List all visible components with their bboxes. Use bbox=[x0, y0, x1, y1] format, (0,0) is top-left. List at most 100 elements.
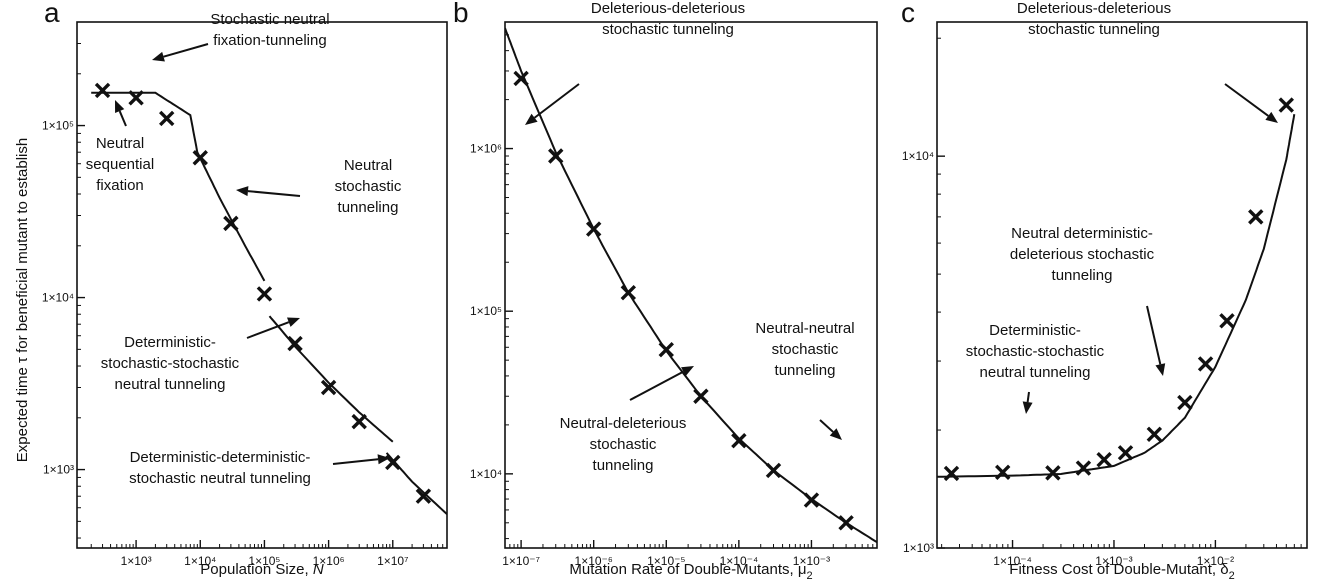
data-point-marker bbox=[513, 70, 529, 87]
data-point-marker bbox=[1117, 445, 1134, 461]
annotation-arrowhead bbox=[1265, 111, 1278, 123]
x-tick-label: 1×10⁻³ bbox=[1095, 554, 1132, 568]
data-point-marker bbox=[585, 221, 602, 237]
annotation-label: Deleterious-deleterious stochastic tunnel… bbox=[591, 0, 745, 38]
annotation-arrow bbox=[533, 83, 580, 119]
annotation-arrow bbox=[629, 370, 684, 401]
annotation-arrowhead bbox=[377, 454, 390, 465]
annotation-arrow bbox=[1146, 305, 1162, 365]
theory-curve-theory bbox=[937, 114, 1296, 478]
data-point-marker bbox=[1045, 465, 1061, 481]
data-point-marker bbox=[1177, 394, 1193, 411]
annotation-arrow bbox=[247, 190, 301, 197]
y-tick-label: 1×10⁶ bbox=[470, 142, 502, 156]
annotation-arrow bbox=[819, 419, 834, 433]
annotation-label: Deleterious-deleterious stochastic tunnel… bbox=[1017, 0, 1171, 38]
annotation-label: Neutral-deleterious stochastic tunneling bbox=[560, 415, 687, 474]
y-tick-label: 1×10⁴ bbox=[42, 291, 74, 305]
annotation-arrowhead bbox=[152, 51, 165, 62]
annotation-arrow bbox=[163, 43, 209, 58]
data-point-marker bbox=[731, 432, 747, 449]
x-tick-label: 1×10⁷ bbox=[377, 554, 408, 568]
y-tick-label: 1×10⁴ bbox=[470, 467, 502, 481]
panel-label-b: b bbox=[453, 0, 469, 28]
x-tick-label: 1×10⁻² bbox=[1197, 554, 1234, 568]
y-tick-label: 1×10⁵ bbox=[470, 304, 502, 318]
y-tick-label: 1×10⁵ bbox=[42, 119, 74, 133]
data-point-marker bbox=[320, 379, 337, 396]
annotation-arrowhead bbox=[287, 317, 300, 327]
plot-frame bbox=[76, 21, 448, 549]
data-point-marker bbox=[415, 488, 432, 504]
x-tick-label: 1×10⁻³ bbox=[793, 554, 830, 568]
chart-panel-a: 1×10³ 1×10⁴ 1×10⁵ 1×10⁶ 1×10⁷ 1×10³ 1×10⁴ 1×10⁵… bbox=[42, 11, 448, 578]
annotation-label: Neutral sequential fixation bbox=[86, 135, 154, 194]
y-tick-label: 1×10³ bbox=[903, 541, 934, 555]
annotation-arrowhead bbox=[236, 186, 249, 197]
annotation-arrow bbox=[1026, 391, 1030, 403]
x-tick-label: 1×10⁻⁶ bbox=[575, 554, 613, 568]
x-tick-label: 1×10⁻⁴ bbox=[993, 554, 1032, 568]
data-point-marker bbox=[1248, 209, 1264, 225]
data-point-marker bbox=[765, 462, 782, 479]
annotation-label: Neutral stochastic tunneling bbox=[335, 157, 402, 216]
annotation-arrow bbox=[246, 321, 290, 339]
annotation-arrowhead bbox=[1155, 363, 1166, 376]
x-axis-label: Mutation Rate of Double-Mutants, μ2 bbox=[569, 561, 812, 581]
annotation-label: Stochastic neutral fixation-tunneling bbox=[210, 11, 329, 49]
annotation-label: Deterministic-stochastic-stochastic neutr… bbox=[101, 334, 240, 393]
data-point-marker bbox=[803, 492, 820, 508]
y-axis-label: Expected time τ for beneficial mutant to… bbox=[14, 138, 31, 462]
data-point-marker bbox=[128, 90, 144, 106]
y-tick-label: 1×10⁴ bbox=[902, 149, 934, 163]
annotation-label: Deterministic-deterministic-stochastic n… bbox=[129, 449, 311, 487]
annotation-arrowhead bbox=[681, 366, 694, 377]
x-tick-label: 1×10⁻⁴ bbox=[720, 554, 759, 568]
chart-panel-b: 1×10⁻⁷ 1×10⁻⁶ 1×10⁻⁵ 1×10⁻⁴ 1×10⁻³ 1×10⁴ 1×10⁵… bbox=[470, 0, 878, 581]
data-point-marker bbox=[256, 286, 273, 302]
data-point-marker bbox=[838, 515, 854, 531]
x-tick-label: 1×10⁻⁷ bbox=[502, 554, 540, 568]
data-point-marker bbox=[1146, 426, 1163, 443]
plot-frame bbox=[504, 21, 878, 549]
data-point-marker bbox=[1278, 97, 1295, 113]
panel-label-a: a bbox=[44, 0, 60, 28]
annotation-label: Deterministic-stochastic-stochastic neutr… bbox=[966, 322, 1105, 381]
data-point-marker bbox=[192, 150, 208, 166]
chart-panel-c: 1×10⁻⁴ 1×10⁻³ 1×10⁻² 1×10³ 1×10⁴ Fitness Cost… bbox=[902, 0, 1308, 581]
data-point-marker bbox=[620, 284, 637, 301]
x-tick-label: 1×10⁵ bbox=[248, 554, 280, 568]
annotation-arrow bbox=[118, 110, 127, 127]
data-point-marker bbox=[159, 110, 175, 127]
data-point-marker bbox=[658, 341, 674, 358]
x-tick-label: 1×10⁶ bbox=[313, 554, 345, 568]
data-point-marker bbox=[943, 465, 960, 482]
data-point-marker bbox=[1096, 452, 1112, 468]
annotation-label: Neutral-neutral stochastic tunneling bbox=[755, 320, 854, 379]
x-axis-label: Population Size, N bbox=[200, 561, 324, 578]
x-tick-label: 1×10⁴ bbox=[184, 554, 216, 568]
annotation-label: Neutral deterministic-deleterious stocha… bbox=[1010, 225, 1155, 284]
data-point-marker bbox=[94, 82, 111, 99]
theory-curve-deterministic-deterministic bbox=[385, 452, 447, 515]
theory-curve-deterministic-stochastic bbox=[268, 315, 394, 443]
annotation-arrowhead bbox=[1022, 401, 1033, 414]
data-point-marker bbox=[1219, 313, 1235, 329]
data-point-marker bbox=[995, 464, 1011, 481]
theory-curve-theory bbox=[505, 27, 877, 544]
data-point-marker bbox=[548, 148, 564, 164]
data-point-marker bbox=[1197, 356, 1214, 372]
annotation-arrow bbox=[332, 458, 379, 465]
panel-label-c: c bbox=[901, 0, 915, 28]
plot-frame bbox=[936, 21, 1308, 549]
x-tick-label: 1×10⁻⁵ bbox=[647, 554, 685, 568]
annotation-arrowhead bbox=[115, 100, 125, 113]
x-tick-label: 1×10³ bbox=[121, 554, 152, 568]
data-point-marker bbox=[287, 335, 303, 352]
x-axis-label: Fitness Cost of Double-Mutant, δ2 bbox=[1009, 561, 1234, 581]
data-point-marker bbox=[693, 388, 709, 404]
annotation-arrowhead bbox=[525, 113, 538, 125]
data-point-marker bbox=[1075, 460, 1092, 476]
theory-curve-sequential-fixation bbox=[91, 91, 266, 282]
